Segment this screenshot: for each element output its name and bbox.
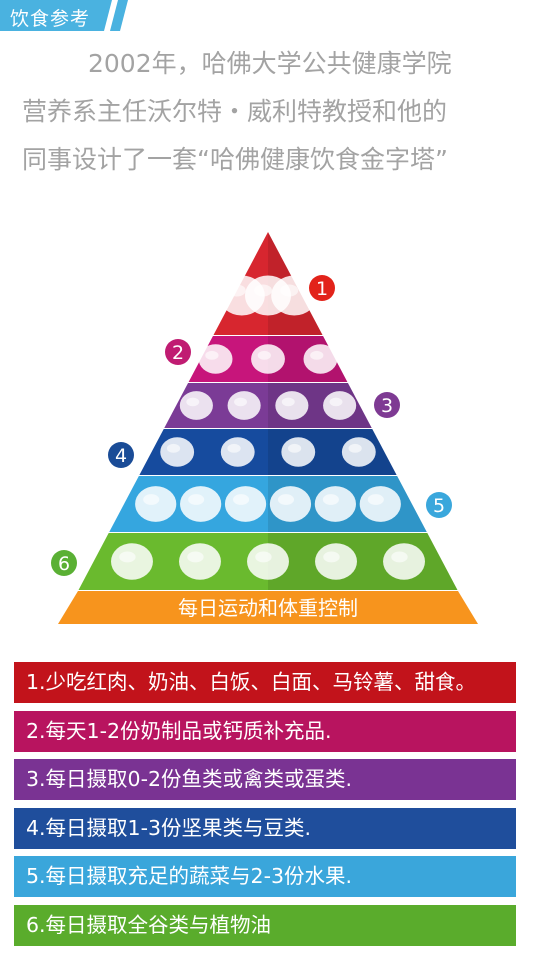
rule-2: 2.每天1-2份奶制品或钙质补充品. — [14, 710, 516, 752]
strawberry-icon — [359, 486, 401, 522]
oil-bottle-icon — [315, 543, 357, 580]
level-badge-number: 6 — [58, 553, 70, 575]
level-badge-1: 1 — [309, 275, 335, 301]
intro-paragraph: 2002年，哈佛大学公共健康学院 营养系主任沃尔特・威利特教授和他的 同事设计了… — [22, 40, 522, 184]
rule-3: 3.每日摄取0-2份鱼类或禽类或蛋类. — [14, 759, 516, 801]
pyramid-level-3 — [164, 383, 372, 428]
level-badge-number: 5 — [433, 495, 445, 517]
cheese-icon — [251, 344, 285, 374]
red-pepper-icon — [247, 543, 289, 580]
pea-pod-icon — [160, 437, 195, 467]
carrot-icon — [135, 486, 177, 522]
pyramid-base-band — [58, 591, 478, 624]
walnut-icon — [220, 437, 255, 467]
pastry-icon — [271, 275, 318, 316]
banana-icon — [314, 486, 356, 522]
milk-glass-icon — [198, 344, 233, 374]
corn-icon — [383, 543, 425, 580]
roast-chicken-icon — [323, 391, 357, 420]
bread-icon — [179, 543, 221, 580]
level-badge-number: 3 — [381, 395, 393, 417]
intro-line-2: 营养系主任沃尔特・威利特教授和他的 — [22, 97, 448, 126]
egg-icon — [179, 391, 213, 420]
level-badge-5: 5 — [426, 492, 452, 518]
brie-cheese-icon — [303, 344, 338, 374]
broccoli-icon — [224, 486, 267, 522]
section-tag: 饮食参考 — [0, 0, 128, 31]
rule-4: 4.每日摄取1-3份坚果类与豆类. — [14, 807, 516, 849]
grain-pile-icon — [111, 543, 153, 580]
tomato-icon — [269, 486, 312, 522]
level-badge-3: 3 — [374, 392, 400, 418]
brussels-sprout-icon — [180, 486, 222, 522]
tag-background — [0, 0, 128, 31]
shrimp-icon — [227, 391, 261, 420]
pyramid-base-label: 每日运动和体重控制 — [178, 596, 358, 620]
level-badge-2: 2 — [165, 339, 191, 365]
salmon-icon — [275, 391, 309, 420]
level-badge-6: 6 — [51, 550, 77, 576]
intro-line-1: 2002年，哈佛大学公共健康学院 — [88, 49, 452, 78]
rules-list: 1.少吃红肉、奶油、白饭、白面、马铃薯、甜食。 2.每天1-2份奶制品或钙质补充… — [14, 662, 516, 954]
green-peas-icon — [281, 437, 316, 467]
food-pyramid: 1 2 3 4 5 6 每日运动和体重控制 — [51, 232, 478, 624]
level-badge-4: 4 — [108, 442, 134, 468]
rule-5: 5.每日摄取充足的蔬菜与2-3份水果. — [14, 856, 516, 898]
level-badge-number: 4 — [115, 445, 127, 467]
level-badge-number: 1 — [316, 278, 328, 300]
section-tag-label: 饮食参考 — [10, 8, 91, 30]
pyramid-level-4 — [139, 429, 397, 475]
rule-6: 6.每日摄取全谷类与植物油 — [14, 904, 516, 946]
level-badge-number: 2 — [172, 342, 184, 364]
red-beans-icon — [341, 437, 376, 467]
intro-line-3: 同事设计了一套“哈佛健康饮食金字塔” — [22, 145, 448, 174]
rule-1: 1.少吃红肉、奶油、白饭、白面、马铃薯、甜食。 — [14, 662, 516, 703]
